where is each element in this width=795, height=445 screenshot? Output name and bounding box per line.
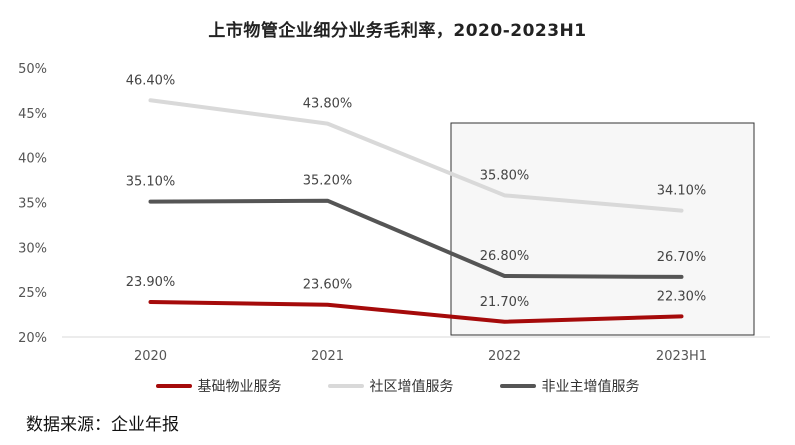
- y-tick-label: 50%: [18, 62, 47, 77]
- data-label: 23.90%: [126, 275, 176, 290]
- legend: 基础物业服务 社区增值服务 非业主增值服务: [0, 376, 795, 396]
- y-tick-label: 45%: [18, 107, 47, 122]
- data-label: 35.20%: [303, 174, 353, 189]
- source-note: 数据来源：企业年报: [26, 415, 179, 435]
- data-label: 35.80%: [480, 168, 530, 183]
- y-tick-label: 30%: [18, 241, 47, 256]
- x-tick-label: 2023H1: [656, 349, 707, 364]
- series-line-non-owner-value-added: [148, 198, 684, 279]
- data-label: 23.60%: [303, 278, 353, 293]
- x-axis: 2020 2021 2022 2023H1: [134, 349, 707, 364]
- series-line-basic-property: [148, 300, 684, 324]
- data-label: 43.80%: [303, 97, 353, 112]
- data-label: 21.70%: [480, 295, 530, 310]
- data-label: 46.40%: [126, 73, 176, 88]
- data-label: 26.80%: [480, 249, 530, 264]
- data-labels: 23.90% 23.60% 21.70% 22.30% 46.40% 43.80% 35.8…: [126, 73, 707, 309]
- legend-item-community-value-added: 社区增值服务: [327, 376, 454, 396]
- x-tick-label: 2022: [488, 349, 521, 364]
- legend-item-basic-property: 基础物业服务: [155, 376, 282, 396]
- series-layer: [148, 98, 684, 324]
- legend-swatch: [327, 384, 364, 388]
- chart-title: 上市物管企业细分业务毛利率，2020-2023H1: [208, 21, 587, 41]
- legend-label: 社区增值服务: [369, 379, 454, 395]
- highlight-region: [450, 122, 755, 336]
- y-tick-label: 25%: [18, 286, 47, 301]
- x-tick-label: 2021: [311, 349, 344, 364]
- data-label: 34.10%: [657, 184, 707, 199]
- series-line-community-value-added: [148, 98, 684, 213]
- legend-label: 基础物业服务: [197, 379, 282, 395]
- y-axis: 20% 25% 30% 35% 40% 45% 50%: [18, 62, 47, 346]
- legend-label: 非业主增值服务: [541, 379, 640, 395]
- x-tick-label: 2020: [134, 349, 167, 364]
- data-label: 22.30%: [657, 289, 707, 304]
- y-tick-label: 35%: [18, 197, 47, 212]
- data-label: 26.70%: [657, 250, 707, 265]
- y-tick-label: 40%: [18, 152, 47, 167]
- legend-swatch: [499, 384, 536, 388]
- data-label: 35.10%: [126, 175, 176, 190]
- legend-swatch: [155, 384, 192, 388]
- y-tick-label: 20%: [18, 331, 47, 346]
- legend-item-non-owner-value-added: 非业主增值服务: [499, 376, 640, 396]
